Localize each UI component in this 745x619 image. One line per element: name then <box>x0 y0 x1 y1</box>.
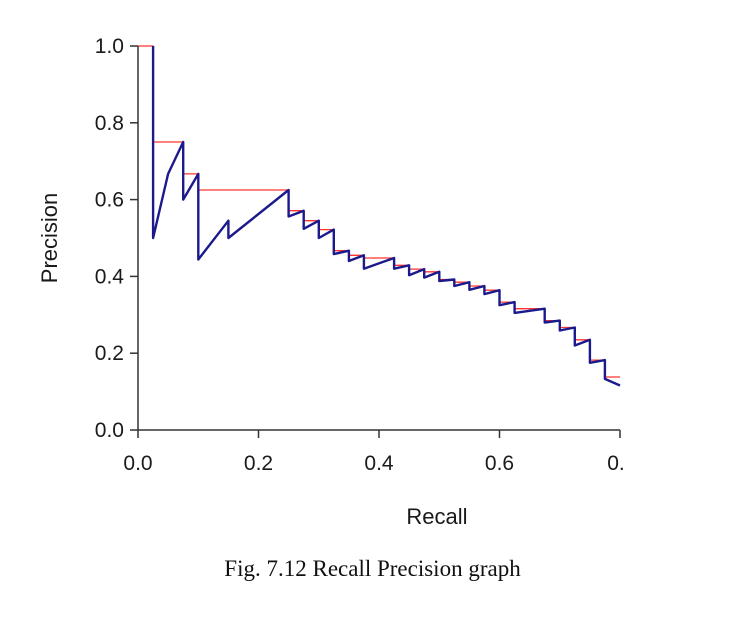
x-axis-label: Recall <box>406 504 467 529</box>
x-tick-label: 0.0 <box>123 452 152 475</box>
series-line-1 <box>138 45 620 378</box>
y-tick-label: 0.4 <box>95 265 125 288</box>
y-axis-label: Precision <box>37 193 62 283</box>
x-tick-label: 0.2 <box>244 452 273 475</box>
x-tick-label: 0. <box>607 452 625 475</box>
x-tick-label: 0.4 <box>364 452 394 475</box>
y-tick-label: 0.8 <box>95 112 124 135</box>
y-tick-label: 0.0 <box>95 419 124 442</box>
x-ticks: 0.0 0.2 0.4 0.6 0. <box>123 430 625 475</box>
plot-lines <box>138 45 621 387</box>
x-tick-label: 0.6 <box>485 452 514 475</box>
recall-precision-chart: 0.0 0.2 0.4 0.6 0.8 1.0 0.0 0.2 0.4 0.6 0. Recall… <box>37 35 625 529</box>
figure-caption: Fig. 7.12 Recall Precision graph <box>224 556 521 581</box>
y-tick-label: 1.0 <box>95 35 124 58</box>
y-tick-label: 0.6 <box>95 189 124 212</box>
y-tick-label: 0.2 <box>95 342 124 365</box>
y-ticks: 0.0 0.2 0.4 0.6 0.8 1.0 <box>95 35 138 442</box>
series-line-2 <box>151 46 621 387</box>
